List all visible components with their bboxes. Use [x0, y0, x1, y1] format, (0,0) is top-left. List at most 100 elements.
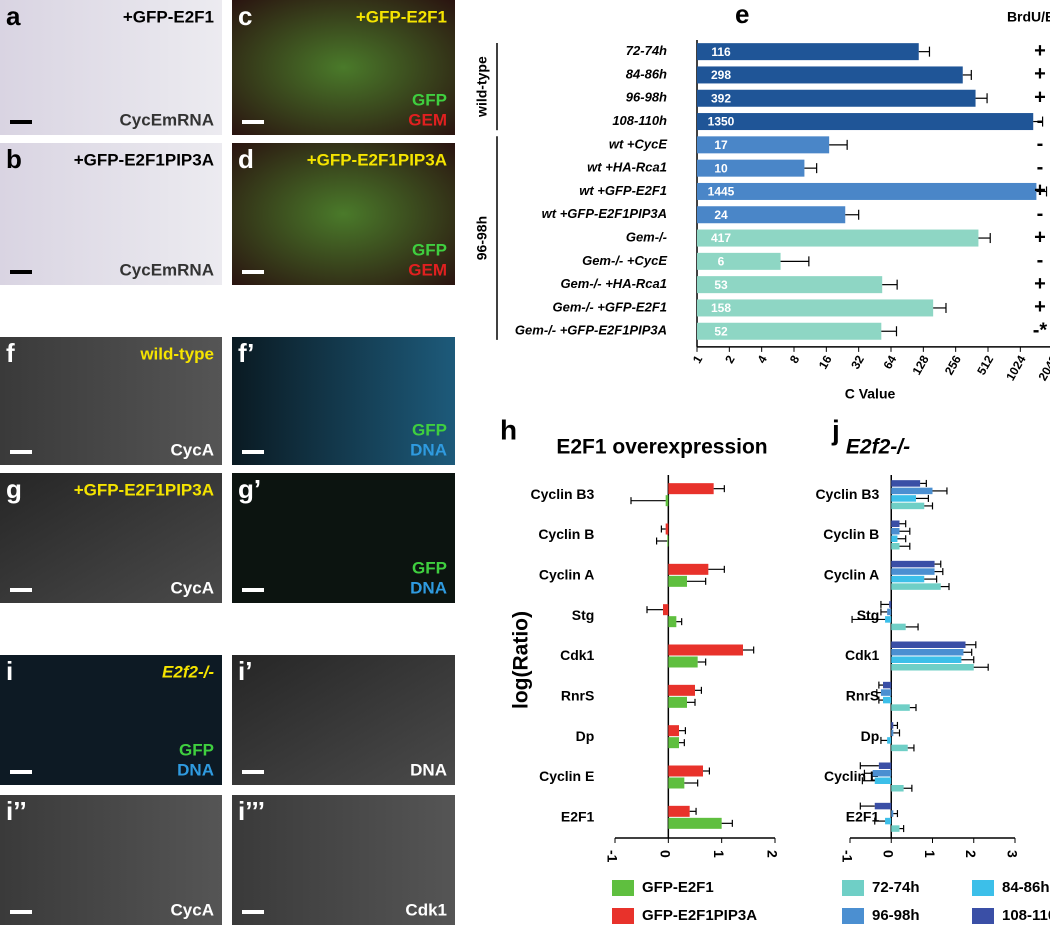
bar — [891, 664, 974, 671]
bar — [891, 543, 900, 550]
category-label: wt +GFP-E2F1 — [579, 183, 667, 198]
stain-label: GFP — [412, 90, 447, 109]
category-label: E2F1 — [846, 809, 880, 825]
bar — [891, 502, 925, 510]
category-label: wt +HA-Rca1 — [587, 160, 667, 175]
bar — [668, 725, 679, 737]
scale-bar — [242, 910, 264, 914]
stain-label: CycEmRNA — [120, 110, 214, 129]
category-label: Dp — [861, 728, 880, 744]
micrograph — [0, 143, 222, 285]
legend-swatch — [972, 880, 994, 896]
scale-bar — [10, 120, 32, 124]
stain-label: Cdk1 — [405, 900, 447, 919]
value-label: 1445 — [708, 185, 735, 199]
bar — [697, 136, 830, 154]
micrograph — [232, 0, 455, 135]
category-label: Cyclin E — [824, 768, 879, 784]
stain-label: DNA — [410, 440, 447, 459]
stain-label: DNA — [410, 760, 447, 779]
value-label: 1350 — [708, 115, 735, 129]
legend-label: 72-74h — [872, 879, 920, 896]
category-label: Cyclin B — [538, 526, 594, 542]
stain-label: CycEmRNA — [120, 260, 214, 279]
value-label: 52 — [714, 324, 728, 338]
bar — [891, 568, 935, 575]
micrograph — [0, 473, 222, 603]
x-tick-label: 256 — [942, 353, 964, 378]
marker: + — [1034, 180, 1046, 202]
marker: + — [1034, 296, 1046, 318]
panel-letter: f — [6, 338, 15, 368]
micrograph — [0, 337, 222, 465]
bar — [887, 608, 892, 616]
bar — [891, 495, 916, 502]
bar — [667, 535, 669, 547]
marker: - — [1037, 250, 1044, 272]
category-label: Cdk1 — [845, 647, 879, 663]
marker: + — [1034, 87, 1046, 109]
scale-bar — [10, 450, 32, 454]
bar — [697, 206, 846, 224]
bar — [891, 744, 908, 752]
panel-title: +GFP-E2F1PIP3A — [74, 480, 214, 499]
bar — [891, 623, 906, 631]
bar — [697, 299, 934, 317]
category-label: 72-74h — [626, 43, 667, 58]
legend-swatch — [842, 880, 864, 896]
scale-bar — [10, 270, 32, 274]
bar — [668, 575, 687, 587]
bar — [891, 641, 966, 648]
scale-bar — [242, 450, 264, 454]
panel-letter: j — [831, 414, 840, 445]
category-label: Cdk1 — [560, 647, 594, 663]
marker: - — [1037, 133, 1044, 155]
bar — [891, 825, 900, 832]
panel-letter: c — [238, 1, 252, 31]
bar — [697, 182, 1037, 200]
category-label: Cyclin B — [823, 526, 879, 542]
bar — [697, 113, 1034, 131]
x-tick-label: 4 — [755, 353, 771, 366]
panel-letter: d — [238, 144, 254, 174]
panel-letter: g — [6, 474, 22, 504]
bar — [668, 696, 687, 708]
group-label: wild-type — [474, 56, 490, 118]
bar — [668, 805, 690, 817]
category-label: Cyclin A — [539, 567, 595, 583]
legend-label: 84-86h — [1002, 879, 1050, 896]
category-label: wt +CycE — [609, 136, 667, 151]
bar — [697, 159, 805, 177]
bar — [891, 480, 921, 487]
micrograph — [0, 795, 222, 925]
category-label: Cyclin B3 — [531, 486, 595, 502]
micrograph — [0, 0, 222, 135]
marker: + — [1034, 40, 1046, 62]
x-tick-label: 16 — [816, 353, 835, 372]
bar — [668, 483, 714, 495]
scale-bar — [10, 770, 32, 774]
category-label: RnrS — [561, 688, 594, 704]
bar — [883, 696, 892, 704]
x-tick-label: 2048 — [1036, 353, 1050, 383]
legend-label: GFP-E2F1 — [642, 879, 714, 896]
scale-bar — [242, 270, 264, 274]
stain-label: GFP — [412, 240, 447, 259]
category-label: Gem-/- — [626, 229, 667, 244]
bar — [891, 704, 910, 711]
legend-label: 96-98h — [872, 907, 920, 924]
bar — [874, 802, 892, 810]
x-axis-label: C Value — [845, 386, 896, 402]
stain-label: CycA — [171, 578, 214, 597]
legend-label: GFP-E2F1PIP3A — [642, 907, 757, 924]
bar — [891, 656, 962, 663]
value-label: 6 — [718, 255, 725, 269]
bar — [697, 43, 919, 61]
marker: - — [1037, 203, 1044, 225]
panel-letter: b — [6, 144, 22, 174]
bar — [665, 523, 669, 535]
bar — [697, 66, 963, 84]
bar — [668, 817, 722, 829]
category-label: Gem-/- +CycE — [582, 253, 667, 268]
value-label: 392 — [711, 91, 731, 105]
